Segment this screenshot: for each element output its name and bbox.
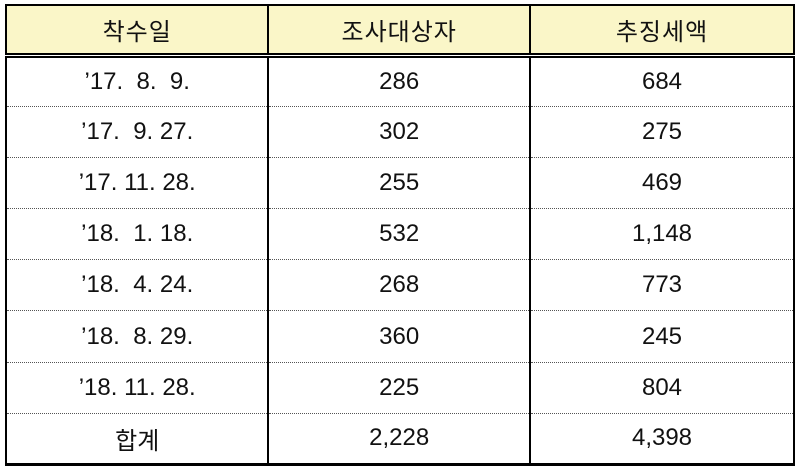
cell-collected-tax: 684 bbox=[529, 55, 794, 107]
cell-subjects: 360 bbox=[267, 310, 530, 363]
table-row: ’18. 11. 28. 225 804 bbox=[6, 361, 794, 414]
cell-start-date: ’18. 8. 29. bbox=[6, 310, 269, 363]
cell-collected-tax: 804 bbox=[529, 361, 794, 414]
cell-subjects: 2,228 bbox=[267, 412, 530, 465]
cell-collected-tax: 1,148 bbox=[529, 208, 794, 260]
cell-start-date: ’18. 11. 28. bbox=[6, 361, 269, 414]
cell-collected-tax: 469 bbox=[529, 156, 794, 209]
cell-start-date: ’18. 1. 18. bbox=[6, 208, 269, 260]
table-row: ’18. 1. 18. 532 1,148 bbox=[6, 208, 794, 260]
table-body: ’17. 8. 9. 286 684 ’17. 9. 27. 302 275 ’… bbox=[6, 55, 794, 465]
column-header-subjects: 조사대상자 bbox=[267, 5, 530, 58]
cell-start-date: ’17. 8. 9. bbox=[84, 67, 190, 95]
cell-start-date: ’17. 11. 28. bbox=[6, 156, 269, 209]
table-row: ’17. 11. 28. 255 469 bbox=[6, 156, 794, 209]
table-row: ’18. 8. 29. 360 245 bbox=[6, 310, 794, 363]
cell-subjects: 268 bbox=[267, 259, 530, 311]
tax-investigation-table: 착수일 조사대상자 추징세액 ’17. 8. 9. 286 684 ’17. 9… bbox=[5, 4, 795, 466]
cell-collected-tax: 773 bbox=[529, 259, 794, 311]
cell-start-date: 합계 bbox=[6, 412, 269, 465]
column-header-start-date: 착수일 bbox=[6, 5, 269, 58]
cell-start-date: ’18. 4. 24. bbox=[6, 259, 269, 311]
table-row: ’17. 9. 27. 302 275 bbox=[6, 105, 794, 158]
table-row: ’18. 4. 24. 268 773 bbox=[6, 259, 794, 311]
cell-start-date: ’17. 9. 27. bbox=[6, 105, 269, 158]
cell-subjects: 225 bbox=[267, 361, 530, 414]
cell-collected-tax: 245 bbox=[529, 310, 794, 363]
table-header: 착수일 조사대상자 추징세액 bbox=[6, 5, 794, 58]
cell-subjects: 286 bbox=[267, 55, 530, 107]
table-row: ’17. 8. 9. 286 684 bbox=[6, 55, 794, 107]
cell-subjects: 302 bbox=[267, 105, 530, 158]
cell-subjects: 532 bbox=[267, 208, 530, 260]
cell-collected-tax: 4,398 bbox=[529, 412, 794, 465]
header-row: 착수일 조사대상자 추징세액 bbox=[6, 5, 794, 58]
cell-collected-tax: 275 bbox=[529, 105, 794, 158]
cell-subjects: 255 bbox=[267, 156, 530, 209]
table-row-total: 합계 2,228 4,398 bbox=[6, 412, 794, 465]
column-header-collected-tax: 추징세액 bbox=[529, 5, 794, 58]
